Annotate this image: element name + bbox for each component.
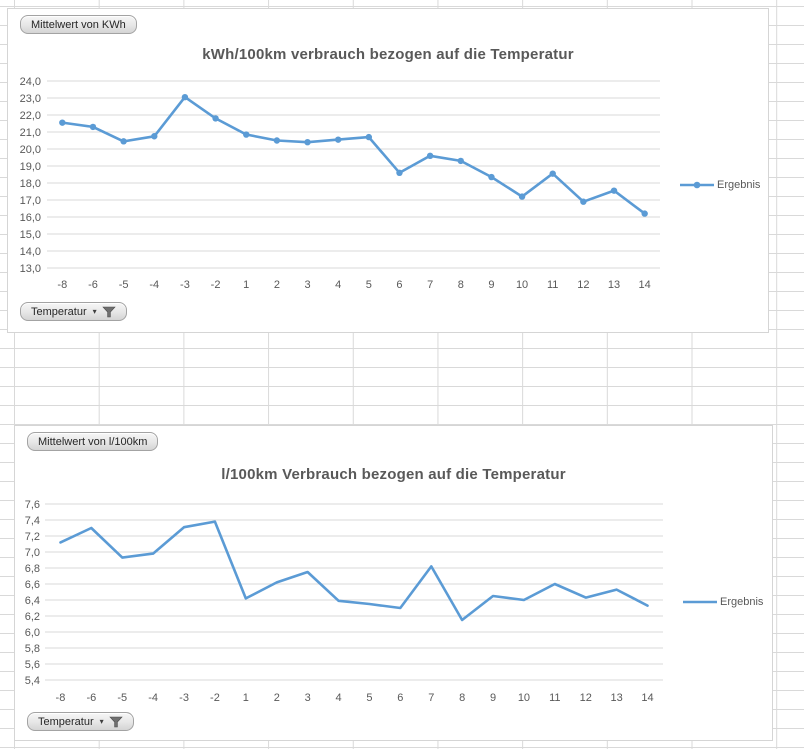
svg-text:5,8: 5,8 <box>25 643 40 655</box>
svg-text:7,0: 7,0 <box>25 547 40 559</box>
svg-text:-3: -3 <box>179 692 189 704</box>
svg-text:4: 4 <box>335 692 341 704</box>
svg-text:19,0: 19,0 <box>20 161 41 173</box>
legend: Ergebnis <box>683 596 763 608</box>
svg-text:14: 14 <box>639 279 651 291</box>
svg-text:2: 2 <box>274 692 280 704</box>
svg-text:7,4: 7,4 <box>25 515 40 527</box>
svg-text:-8: -8 <box>56 692 66 704</box>
chart-title: kWh/100km verbrauch bezogen auf die Temp… <box>202 46 574 63</box>
svg-text:10: 10 <box>518 692 530 704</box>
legend: Ergebnis <box>680 179 760 191</box>
svg-text:12: 12 <box>577 279 589 291</box>
legend-label: Ergebnis <box>720 596 764 608</box>
svg-text:-5: -5 <box>119 279 129 291</box>
legend-line-marker-swatch-icon <box>680 181 714 189</box>
filter-button-label: Temperatur <box>38 715 94 728</box>
svg-text:7: 7 <box>427 279 433 291</box>
svg-text:5: 5 <box>366 279 372 291</box>
svg-text:13: 13 <box>611 692 623 704</box>
svg-text:6,8: 6,8 <box>25 563 40 575</box>
svg-text:11: 11 <box>549 692 560 704</box>
plot-area: 24,0 23,0 22,0 21,0 20,0 19,0 18,0 17,0 16,0 15,0… <box>20 76 660 291</box>
pivot-chart-kwh: Mittelwert von KWh kWh/100km verbrauch b… <box>7 8 769 333</box>
svg-text:6: 6 <box>397 692 403 704</box>
dropdown-arrow-icon: ▾ <box>99 716 104 726</box>
svg-text:-8: -8 <box>57 279 67 291</box>
svg-text:5,4: 5,4 <box>25 675 40 687</box>
svg-text:11: 11 <box>547 279 558 291</box>
svg-text:10: 10 <box>516 279 528 291</box>
svg-text:14,0: 14,0 <box>20 246 41 258</box>
svg-text:3: 3 <box>305 692 311 704</box>
filter-funnel-icon <box>108 716 123 727</box>
legend-label: Ergebnis <box>717 179 761 191</box>
svg-text:18,0: 18,0 <box>20 178 41 190</box>
chart-title: l/100km Verbrauch bezogen auf die Temper… <box>221 466 566 483</box>
svg-text:6,4: 6,4 <box>25 595 40 607</box>
svg-text:22,0: 22,0 <box>20 110 41 122</box>
svg-text:-3: -3 <box>180 279 190 291</box>
legend-line-swatch-icon <box>683 600 717 604</box>
plot-area: 7,6 7,4 7,2 7,0 6,8 6,6 6,4 6,2 6,0 5,8 5,6 5,4 -8 -6… <box>25 499 663 704</box>
filter-button-label: Temperatur <box>31 305 87 318</box>
svg-text:17,0: 17,0 <box>20 195 41 207</box>
svg-text:23,0: 23,0 <box>20 93 41 105</box>
svg-text:6,0: 6,0 <box>25 627 40 639</box>
svg-text:-4: -4 <box>148 692 158 704</box>
svg-text:5,6: 5,6 <box>25 659 40 671</box>
svg-text:20,0: 20,0 <box>20 144 41 156</box>
svg-text:1: 1 <box>243 279 249 291</box>
svg-text:7: 7 <box>428 692 434 704</box>
svg-text:2: 2 <box>274 279 280 291</box>
svg-text:9: 9 <box>490 692 496 704</box>
svg-text:13,0: 13,0 <box>20 263 41 275</box>
temperature-filter-button[interactable]: Temperatur ▾ <box>20 302 127 321</box>
svg-text:-2: -2 <box>211 279 221 291</box>
temperature-filter-button[interactable]: Temperatur ▾ <box>27 712 134 731</box>
svg-text:21,0: 21,0 <box>20 127 41 139</box>
value-field-label: Mittelwert von l/100km <box>38 435 148 448</box>
svg-text:4: 4 <box>335 279 341 291</box>
svg-text:7,6: 7,6 <box>25 499 40 511</box>
svg-text:6,6: 6,6 <box>25 579 40 591</box>
svg-text:24,0: 24,0 <box>20 76 41 88</box>
svg-text:15,0: 15,0 <box>20 229 41 241</box>
svg-text:-6: -6 <box>86 692 96 704</box>
svg-text:7,2: 7,2 <box>25 531 40 543</box>
value-field-label: Mittelwert von KWh <box>31 18 126 31</box>
svg-text:-5: -5 <box>117 692 127 704</box>
value-field-button-l100km[interactable]: Mittelwert von l/100km <box>27 432 159 451</box>
svg-text:13: 13 <box>608 279 620 291</box>
svg-text:-4: -4 <box>149 279 159 291</box>
svg-text:1: 1 <box>243 692 249 704</box>
value-field-button-kwh[interactable]: Mittelwert von KWh <box>20 15 137 34</box>
svg-text:8: 8 <box>458 279 464 291</box>
dropdown-arrow-icon: ▾ <box>92 306 97 316</box>
svg-text:5: 5 <box>366 692 372 704</box>
svg-text:6: 6 <box>396 279 402 291</box>
svg-text:14: 14 <box>641 692 653 704</box>
svg-text:16,0: 16,0 <box>20 212 41 224</box>
pivot-chart-l100km: Mittelwert von l/100km l/100km Verbrauch… <box>14 425 773 741</box>
svg-text:12: 12 <box>580 692 592 704</box>
svg-text:8: 8 <box>459 692 465 704</box>
filter-funnel-icon <box>101 306 116 317</box>
svg-text:-6: -6 <box>88 279 98 291</box>
svg-text:9: 9 <box>488 279 494 291</box>
svg-text:-2: -2 <box>210 692 220 704</box>
svg-text:3: 3 <box>304 279 310 291</box>
svg-text:6,2: 6,2 <box>25 611 40 623</box>
